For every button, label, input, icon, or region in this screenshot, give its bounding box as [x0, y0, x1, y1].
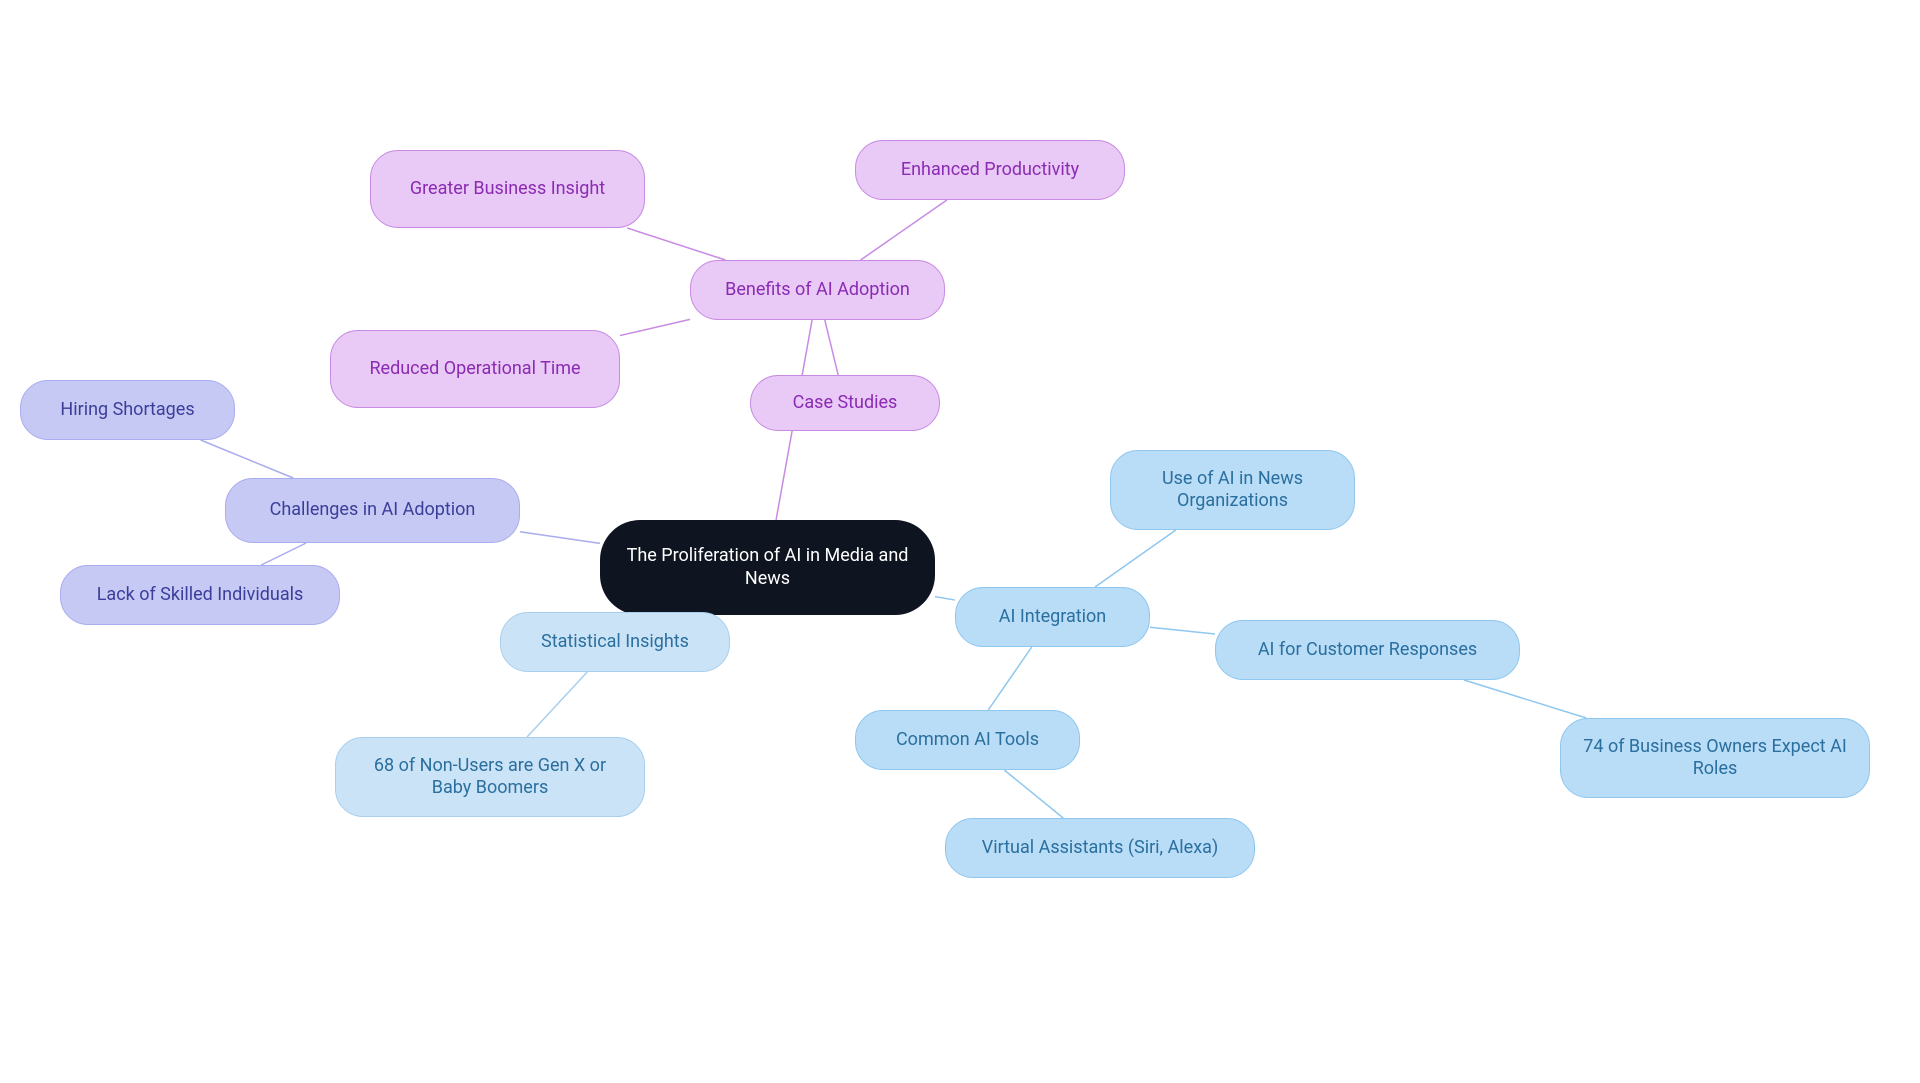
node-rot: Reduced Operational Time [330, 330, 620, 408]
node-gbi: Greater Business Insight [370, 150, 645, 228]
node-ep: Enhanced Productivity [855, 140, 1125, 200]
edge [1004, 770, 1063, 818]
node-label: Common AI Tools [896, 729, 1039, 752]
edge [1150, 627, 1215, 634]
node-skilled: Lack of Skilled Individuals [60, 565, 340, 625]
edge [620, 319, 690, 335]
edge [861, 200, 947, 260]
node-ai_int: AI Integration [955, 587, 1150, 647]
edge [1464, 680, 1586, 718]
node-cust_resp: AI for Customer Responses [1215, 620, 1520, 680]
node-label: Case Studies [793, 392, 898, 415]
node-label: Lack of Skilled Individuals [97, 584, 304, 607]
node-label: 74 of Business Owners Expect AI Roles [1583, 736, 1847, 781]
edge [201, 440, 294, 478]
node-stats: Statistical Insights [500, 612, 730, 672]
edge [627, 228, 725, 260]
node-challenges: Challenges in AI Adoption [225, 478, 520, 543]
node-gen68: 68 of Non-Users are Gen X or Baby Boomer… [335, 737, 645, 817]
edge [527, 672, 587, 737]
edge [520, 532, 600, 544]
edge [988, 647, 1032, 710]
node-label: 68 of Non-Users are Gen X or Baby Boomer… [358, 755, 622, 800]
node-label: Enhanced Productivity [901, 159, 1079, 182]
edge [1095, 530, 1176, 587]
edge [825, 320, 838, 375]
node-label: Use of AI in News Organizations [1133, 468, 1332, 513]
node-hiring: Hiring Shortages [20, 380, 235, 440]
node-use_news: Use of AI in News Organizations [1110, 450, 1355, 530]
node-label: Statistical Insights [541, 631, 689, 654]
node-cases: Case Studies [750, 375, 940, 431]
node-label: The Proliferation of AI in Media and New… [623, 545, 912, 590]
mindmap-canvas: The Proliferation of AI in Media and New… [0, 0, 1920, 1083]
node-benefits: Benefits of AI Adoption [690, 260, 945, 320]
node-label: Greater Business Insight [410, 178, 605, 201]
node-label: Virtual Assistants (Siri, Alexa) [982, 837, 1218, 860]
node-root: The Proliferation of AI in Media and New… [600, 520, 935, 615]
node-label: Benefits of AI Adoption [725, 279, 910, 302]
edge [935, 597, 955, 600]
node-va: Virtual Assistants (Siri, Alexa) [945, 818, 1255, 878]
node-label: Hiring Shortages [60, 399, 194, 422]
node-common_tools: Common AI Tools [855, 710, 1080, 770]
node-label: Reduced Operational Time [369, 358, 580, 381]
node-owners74: 74 of Business Owners Expect AI Roles [1560, 718, 1870, 798]
node-label: Challenges in AI Adoption [270, 499, 476, 522]
node-label: AI for Customer Responses [1258, 639, 1477, 662]
edge [261, 543, 306, 565]
node-label: AI Integration [999, 606, 1107, 629]
